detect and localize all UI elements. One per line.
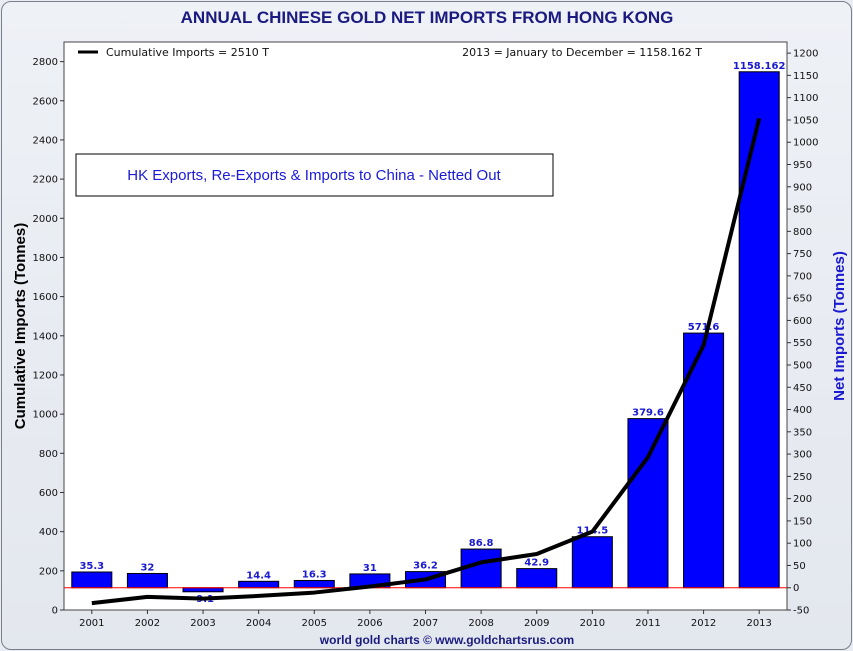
bar-value-label: 86.8 — [469, 538, 494, 549]
right-tick-label: 900 — [793, 182, 812, 193]
right-tick-label: 1000 — [793, 138, 818, 149]
bar — [627, 418, 669, 589]
x-tick-label: 2012 — [691, 618, 716, 629]
x-tick-label: 2002 — [135, 618, 160, 629]
bar-value-label: 14.4 — [246, 570, 271, 581]
left-tick-label: 1400 — [33, 331, 58, 342]
left-tick-label: 1600 — [33, 292, 58, 303]
x-tick-label: 2005 — [302, 618, 327, 629]
bar — [126, 572, 168, 589]
x-tick-label: 2013 — [746, 618, 771, 629]
x-tick-label: 2010 — [580, 618, 605, 629]
right-axis-ticks: -50 0 50 100 150 200 250 300 350 400 450 500 550 600 6… — [787, 49, 818, 617]
x-tick-label: 2008 — [468, 618, 493, 629]
right-tick-label: 1050 — [793, 115, 818, 126]
x-tick-label: 2009 — [524, 618, 549, 629]
annotation-text: HK Exports, Re-Exports & Imports to Chin… — [127, 167, 501, 184]
bar — [293, 579, 335, 589]
bar — [182, 587, 224, 593]
left-tick-label: 2800 — [33, 57, 58, 68]
bar-value-label: 31 — [363, 563, 377, 574]
left-tick-label: 1200 — [33, 370, 58, 381]
chart-title: ANNUAL CHINESE GOLD NET IMPORTS FROM HON… — [181, 8, 674, 27]
right-tick-label: -50 — [793, 606, 809, 617]
right-tick-label: 1150 — [793, 71, 818, 82]
right-tick-label: 150 — [793, 516, 812, 527]
right-tick-label: 1200 — [793, 49, 818, 60]
left-tick-label: 800 — [39, 449, 58, 460]
right-tick-label: 350 — [793, 427, 812, 438]
left-tick-label: 2000 — [33, 214, 58, 225]
left-tick-label: 600 — [39, 488, 58, 499]
cumulative-line — [91, 117, 762, 606]
left-tick-label: 400 — [39, 527, 58, 538]
right-tick-label: 250 — [793, 472, 812, 483]
bar-value-label: 35.3 — [79, 561, 104, 572]
bar — [571, 536, 613, 589]
x-axis-ticks: 2001 2002 2003 2004 2005 2006 2007 2008 2009 2010… — [79, 610, 772, 629]
bar — [516, 568, 558, 589]
bar-value-label: 36.2 — [413, 561, 438, 572]
right-tick-label: 450 — [793, 383, 812, 394]
x-tick-label: 2007 — [413, 618, 438, 629]
left-tick-label: 1800 — [33, 253, 58, 264]
left-axis-title: Cumulative Imports (Tonnes) — [12, 223, 29, 429]
annotation-box — [75, 153, 554, 197]
bar — [738, 71, 780, 589]
right-tick-label: 200 — [793, 494, 812, 505]
bar-value-label: 16.3 — [302, 569, 327, 580]
bar-value-label: 1158.162 — [733, 61, 786, 72]
right-tick-label: 500 — [793, 360, 812, 371]
x-tick-label: 2011 — [635, 618, 660, 629]
legend-note: 2013 = January to December = 1158.162 T — [462, 46, 702, 59]
left-tick-label: 2400 — [33, 135, 58, 146]
bar — [71, 571, 113, 589]
right-tick-label: 950 — [793, 160, 812, 171]
legend-label: Cumulative Imports = 2510 T — [106, 46, 269, 59]
right-tick-label: 700 — [793, 271, 812, 282]
right-tick-label: 600 — [793, 316, 812, 327]
x-tick-label: 2001 — [79, 618, 104, 629]
left-tick-label: 1000 — [33, 410, 58, 421]
right-tick-label: 550 — [793, 338, 812, 349]
x-tick-label: 2004 — [246, 618, 271, 629]
right-tick-label: 0 — [793, 583, 799, 594]
source-credit: world gold charts © www.goldchartsrus.co… — [319, 633, 574, 647]
right-tick-label: 800 — [793, 227, 812, 238]
right-axis-title: Net Imports (Tonnes) — [831, 251, 848, 401]
right-tick-label: 850 — [793, 205, 812, 216]
left-tick-label: 0 — [52, 606, 58, 617]
right-tick-label: 1100 — [793, 93, 818, 104]
left-tick-label: 2200 — [33, 175, 58, 186]
plot-area — [63, 41, 788, 611]
x-tick-label: 2006 — [357, 618, 382, 629]
bar-series — [71, 71, 780, 593]
left-tick-label: 200 — [39, 566, 58, 577]
bar-value-label: 32 — [140, 562, 154, 573]
left-tick-label: 2600 — [33, 96, 58, 107]
bar-value-label: 571.6 — [688, 322, 720, 333]
right-tick-label: 300 — [793, 450, 812, 461]
bar — [238, 580, 280, 589]
right-tick-label: 100 — [793, 539, 812, 550]
right-tick-label: 400 — [793, 405, 812, 416]
right-tick-label: 650 — [793, 294, 812, 305]
right-tick-label: 50 — [793, 561, 806, 572]
bar-value-label: 379.6 — [632, 408, 664, 419]
right-tick-label: 750 — [793, 249, 812, 260]
left-axis-ticks: 0 200 400 600 800 1000 1200 1400 1600 1800 2000 220… — [33, 57, 64, 617]
bar-value-label: 42.9 — [524, 558, 549, 569]
x-tick-label: 2003 — [190, 618, 215, 629]
